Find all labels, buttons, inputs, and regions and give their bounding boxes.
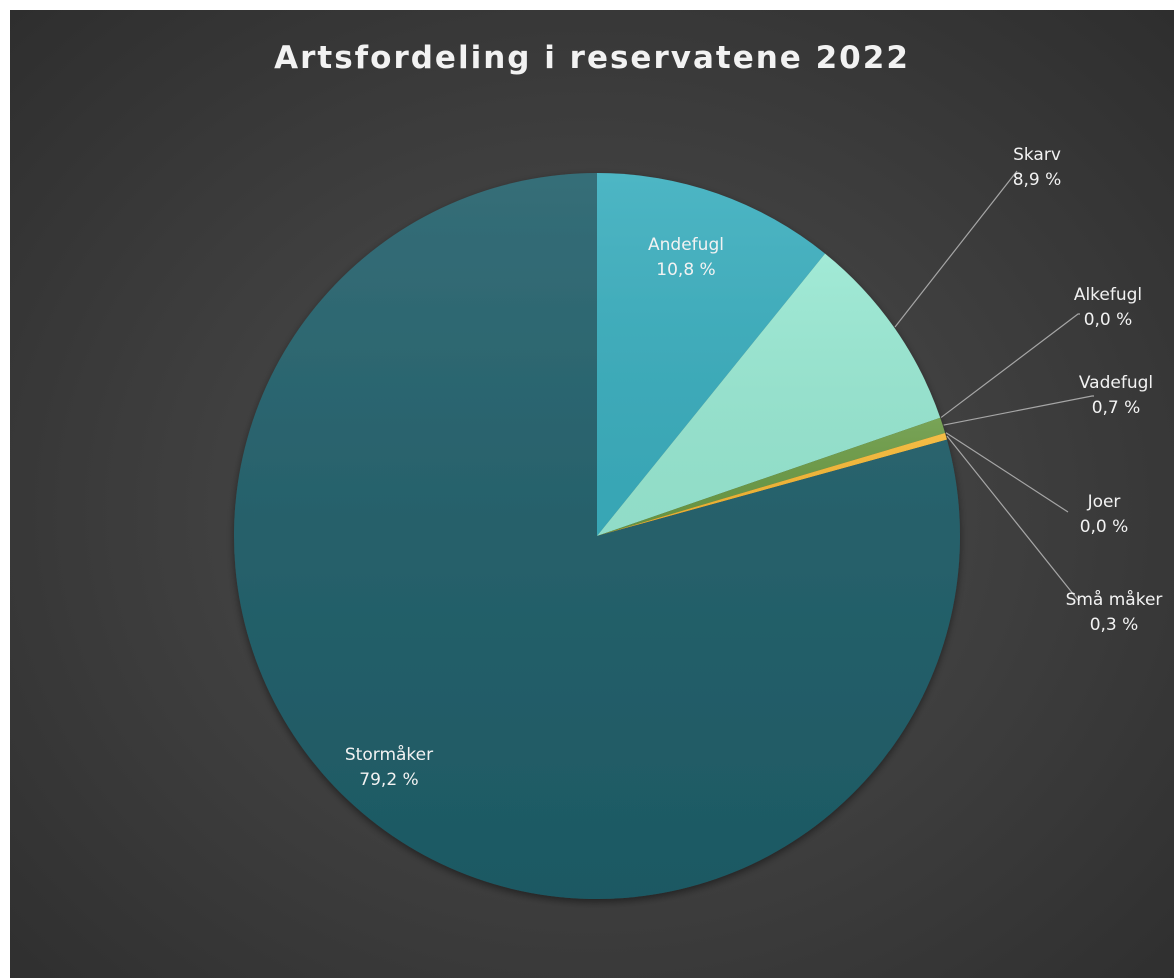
data-labels: Andefugl 10,8 % Skarv 8,9 % Alkefugl 0,0 % Vad… [345,145,1163,790]
leader-line-vadefugl [943,395,1094,426]
slice-label-value-skarv: 8,9 % [1013,170,1062,190]
leader-line-joer [945,432,1069,513]
pie-chart: Andefugl 10,8 % Skarv 8,9 % Alkefugl 0,0 % Vad… [234,145,1163,899]
pie-slices [234,173,961,899]
leader-line-alkefugl [940,313,1080,418]
pie-slice-shade-stormaker [234,173,961,899]
pie-slice-shade-sma-maker [597,432,947,536]
slice-label-name-sma-maker: Små måker [1066,589,1163,610]
slice-label-name-stormaker: Stormåker [345,744,433,765]
chart-area: Artsfordeling i reservatene 2022 Andefug… [10,10,1174,978]
leader-lines [894,170,1094,601]
pie-slice-shade-skarv [597,253,941,536]
pie-slice-shade-vadefugl [597,417,946,536]
slice-label-value-sma-maker: 0,3 % [1090,615,1139,635]
slice-label-name-skarv: Skarv [1013,145,1061,165]
slice-label-value-stormaker: 79,2 % [359,770,418,790]
slice-label-name-joer: Joer [1087,492,1121,512]
slice-label-name-alkefugl: Alkefugl [1074,285,1142,305]
leader-line-skarv [894,170,1018,328]
pie-slice-shade-andefugl [597,173,826,536]
chart-title: Artsfordeling i reservatene 2022 [274,40,910,76]
leader-line-sma-maker [946,435,1080,601]
slice-label-value-joer: 0,0 % [1080,517,1129,537]
slice-label-name-andefugl: Andefugl [648,235,724,255]
slice-label-name-vadefugl: Vadefugl [1079,373,1153,393]
slice-label-value-vadefugl: 0,7 % [1092,398,1141,418]
slice-label-value-alkefugl: 0,0 % [1084,310,1133,330]
slice-label-value-andefugl: 10,8 % [656,260,715,280]
